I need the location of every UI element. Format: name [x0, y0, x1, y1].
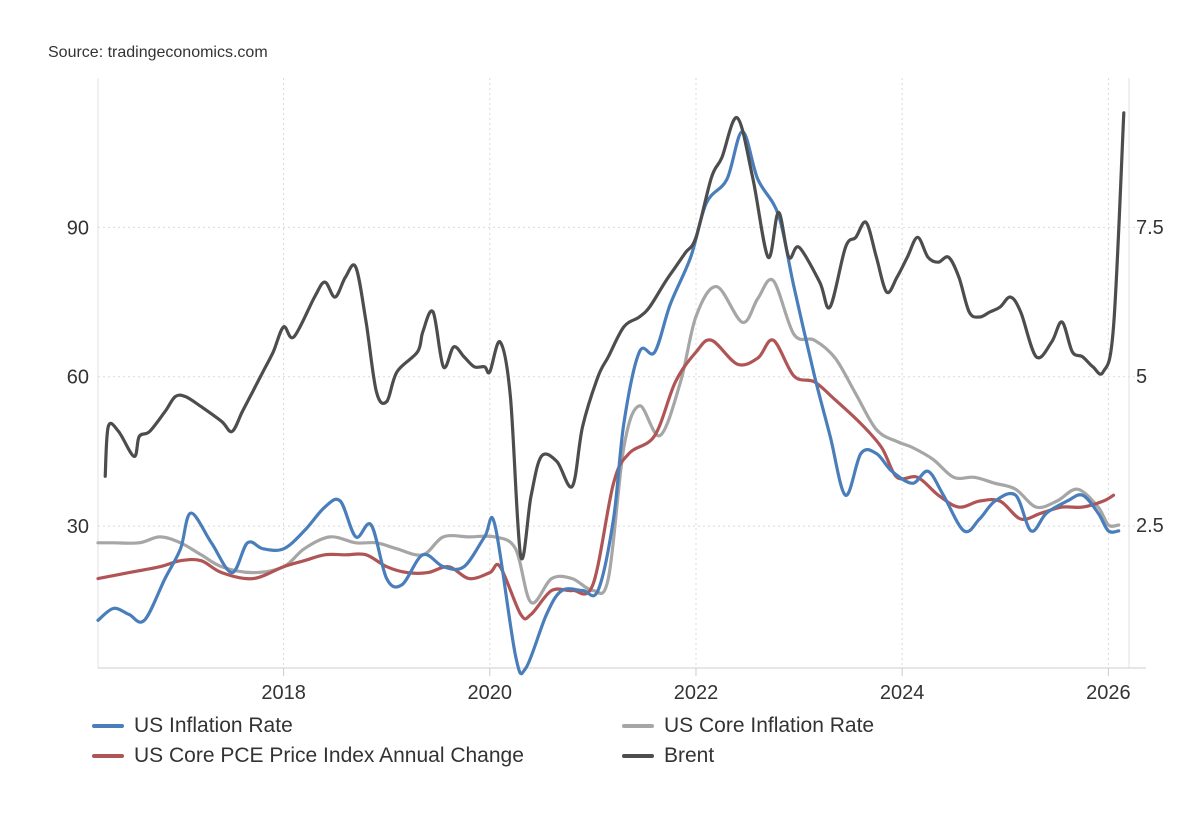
- y-right-tick-label: 2.5: [1136, 515, 1164, 537]
- y-left-tick-label: 90: [67, 217, 89, 239]
- x-tick-label: 2026: [1086, 682, 1131, 704]
- y-right-tick-label: 7.5: [1136, 217, 1164, 239]
- source-text: Source: tradingeconomics.com: [48, 44, 268, 61]
- axes: [97, 78, 1146, 676]
- x-tick-label: 2022: [674, 682, 719, 704]
- legend-brent[interactable]: Brent: [622, 744, 714, 768]
- x-tick-label: 2020: [468, 682, 513, 704]
- legend-label-us-core-pce: US Core PCE Price Index Annual Change: [134, 744, 524, 767]
- legend-us-inflation-rate[interactable]: US Inflation Rate: [92, 714, 293, 738]
- legend-label-us-inflation-rate: US Inflation Rate: [134, 714, 293, 737]
- y-left-tick-label: 30: [67, 516, 89, 538]
- tick-labels: 30 60 90 2.5 5 7.5 2018 2020 2022 2024 2026: [67, 217, 1164, 704]
- legend-swatch-us-inflation-rate: [92, 724, 124, 728]
- series-lines: [96, 111, 1126, 676]
- legend-label-brent: Brent: [664, 744, 715, 767]
- y-left-tick-label: 60: [67, 367, 89, 389]
- y-right-tick-label: 5: [1136, 366, 1147, 388]
- legend-swatch-us-core-pce: [92, 754, 124, 758]
- x-tick-label: 2018: [261, 682, 306, 704]
- series-line-us-core-inflation-rate: [96, 277, 1121, 605]
- series-line-us-inflation-rate: [96, 130, 1121, 676]
- legend-swatch-brent: [622, 754, 654, 758]
- legend-swatch-us-core-inflation-rate: [622, 724, 654, 728]
- legend-us-core-inflation-rate[interactable]: US Core Inflation Rate: [622, 714, 874, 738]
- x-tick-label: 2024: [880, 682, 925, 704]
- series-line-brent: [103, 111, 1126, 561]
- legend-label-us-core-inflation-rate: US Core Inflation Rate: [664, 714, 875, 737]
- legend-us-core-pce[interactable]: US Core PCE Price Index Annual Change: [92, 744, 524, 768]
